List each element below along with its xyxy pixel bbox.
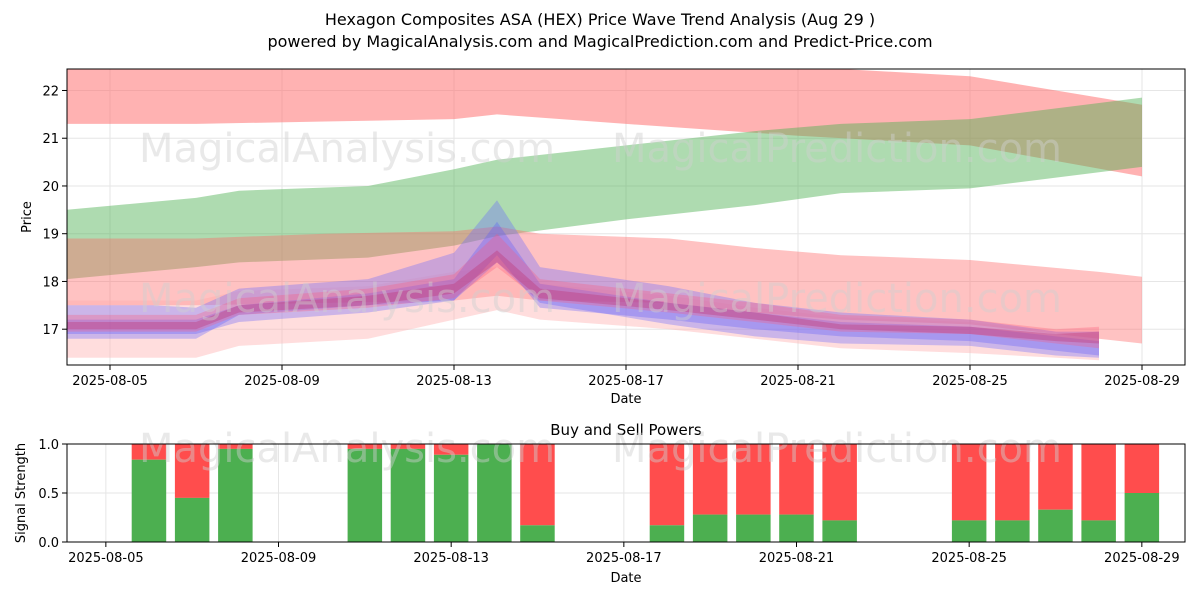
sell-power-bar	[1038, 444, 1073, 510]
buy-power-bar	[692, 514, 728, 542]
sell-power-bar	[995, 444, 1030, 521]
price-y-tick-label: 22	[42, 84, 59, 99]
buy-power-bar	[477, 444, 512, 542]
price-bands	[67, 69, 1142, 361]
signal-y-ticks: 0.0 0.5 1.0	[38, 438, 67, 551]
price-x-ticks: 2025-08-05 2025-08-09 2025-08-13 2025-08-17…	[72, 365, 1180, 389]
price-band-4	[67, 200, 1099, 358]
buy-power-bar	[1124, 493, 1160, 542]
chart-subtitle: powered by MagicalAnalysis.com and Magic…	[267, 32, 932, 51]
sell-power-bar	[692, 444, 728, 515]
signal-y-axis-label: Signal Strength	[14, 443, 29, 543]
signal-x-axis-label: Date	[610, 571, 641, 586]
watermark-mid-right: MagicalPrediction.com	[612, 276, 1062, 322]
signal-x-tick-label: 2025-08-05	[68, 551, 144, 566]
sell-power-bar	[433, 444, 469, 455]
sell-power-bar	[951, 444, 987, 521]
buy-power-bar	[433, 454, 469, 542]
sell-power-bar	[131, 444, 167, 460]
price-band-6	[67, 233, 1099, 349]
sell-power-bar	[1081, 444, 1116, 521]
sell-power-bar	[520, 444, 555, 526]
buy-power-bar	[649, 525, 685, 542]
buy-power-bar	[174, 497, 210, 542]
buy-power-bar	[736, 514, 771, 542]
signal-y-tick-label: 0.5	[38, 487, 59, 502]
price-x-tick-label: 2025-08-21	[760, 374, 836, 389]
sell-power-bar	[218, 444, 253, 449]
chart-title: Hexagon Composites ASA (HEX) Price Wave …	[325, 10, 875, 29]
price-y-tick-label: 17	[42, 323, 59, 338]
signal-y-tick-label: 0.0	[38, 536, 59, 551]
signal-x-tick-label: 2025-08-13	[413, 551, 489, 566]
sell-power-bar	[347, 444, 383, 449]
price-x-tick-label: 2025-08-29	[1104, 374, 1180, 389]
buy-power-bar	[1038, 509, 1073, 542]
signal-bars	[131, 444, 1160, 542]
sell-power-bar	[822, 444, 857, 521]
price-y-ticks: 17 18 19 20 21 22	[42, 84, 67, 338]
buy-power-bar	[131, 459, 167, 542]
watermark-mid-left: MagicalAnalysis.com	[139, 276, 555, 322]
buy-power-bar	[347, 448, 383, 542]
price-band-1	[67, 97, 1142, 280]
buy-power-bar	[1081, 520, 1116, 542]
price-band-5	[67, 221, 1099, 356]
price-band-3	[67, 267, 1099, 361]
sell-power-bar	[1124, 444, 1160, 493]
signal-x-tick-label: 2025-08-25	[931, 551, 1007, 566]
price-y-tick-label: 21	[42, 132, 59, 147]
buy-power-bar	[520, 525, 555, 542]
price-x-tick-label: 2025-08-17	[588, 374, 664, 389]
buy-power-bar	[779, 514, 814, 542]
watermark-bottom-right: MagicalPrediction.com	[612, 426, 1062, 472]
price-panel: MagicalAnalysis.com MagicalPrediction.co…	[20, 68, 1186, 407]
signal-x-tick-label: 2025-08-09	[241, 551, 317, 566]
signal-x-tick-label: 2025-08-17	[586, 551, 662, 566]
price-x-tick-label: 2025-08-09	[244, 374, 320, 389]
buy-power-bar	[390, 448, 426, 542]
watermark-top-left: MagicalAnalysis.com	[139, 126, 555, 172]
price-x-tick-label: 2025-08-05	[72, 374, 148, 389]
price-y-tick-label: 20	[42, 180, 59, 195]
watermark-bottom-left: MagicalAnalysis.com	[139, 426, 555, 472]
signal-x-ticks: 2025-08-05 2025-08-09 2025-08-13 2025-08-17…	[68, 542, 1180, 566]
price-x-tick-label: 2025-08-13	[416, 374, 492, 389]
price-y-tick-label: 19	[42, 228, 59, 243]
price-y-tick-label: 18	[42, 275, 59, 290]
signal-y-tick-label: 1.0	[38, 438, 59, 453]
price-band-0	[67, 69, 1142, 177]
sell-power-bar	[174, 444, 210, 498]
buy-power-bar	[951, 520, 987, 542]
price-x-tick-label: 2025-08-25	[932, 374, 1008, 389]
sell-power-bar	[736, 444, 771, 515]
price-band-7	[67, 250, 1099, 344]
price-band-2	[67, 226, 1142, 344]
price-x-axis-label: Date	[610, 392, 641, 407]
signal-title: Buy and Sell Powers	[550, 421, 702, 439]
watermark-top-right: MagicalPrediction.com	[612, 126, 1062, 172]
sell-power-bar	[649, 444, 685, 526]
buy-power-bar	[218, 448, 253, 542]
buy-power-bar	[995, 520, 1030, 542]
signal-x-tick-label: 2025-08-29	[1104, 551, 1180, 566]
sell-power-bar	[779, 444, 814, 515]
signal-panel: Buy and Sell Powers MagicalAnalysis.com …	[14, 421, 1186, 586]
signal-x-tick-label: 2025-08-21	[759, 551, 835, 566]
price-y-axis-label: Price	[20, 201, 35, 233]
buy-power-bar	[822, 520, 857, 542]
sell-power-bar	[390, 444, 426, 449]
